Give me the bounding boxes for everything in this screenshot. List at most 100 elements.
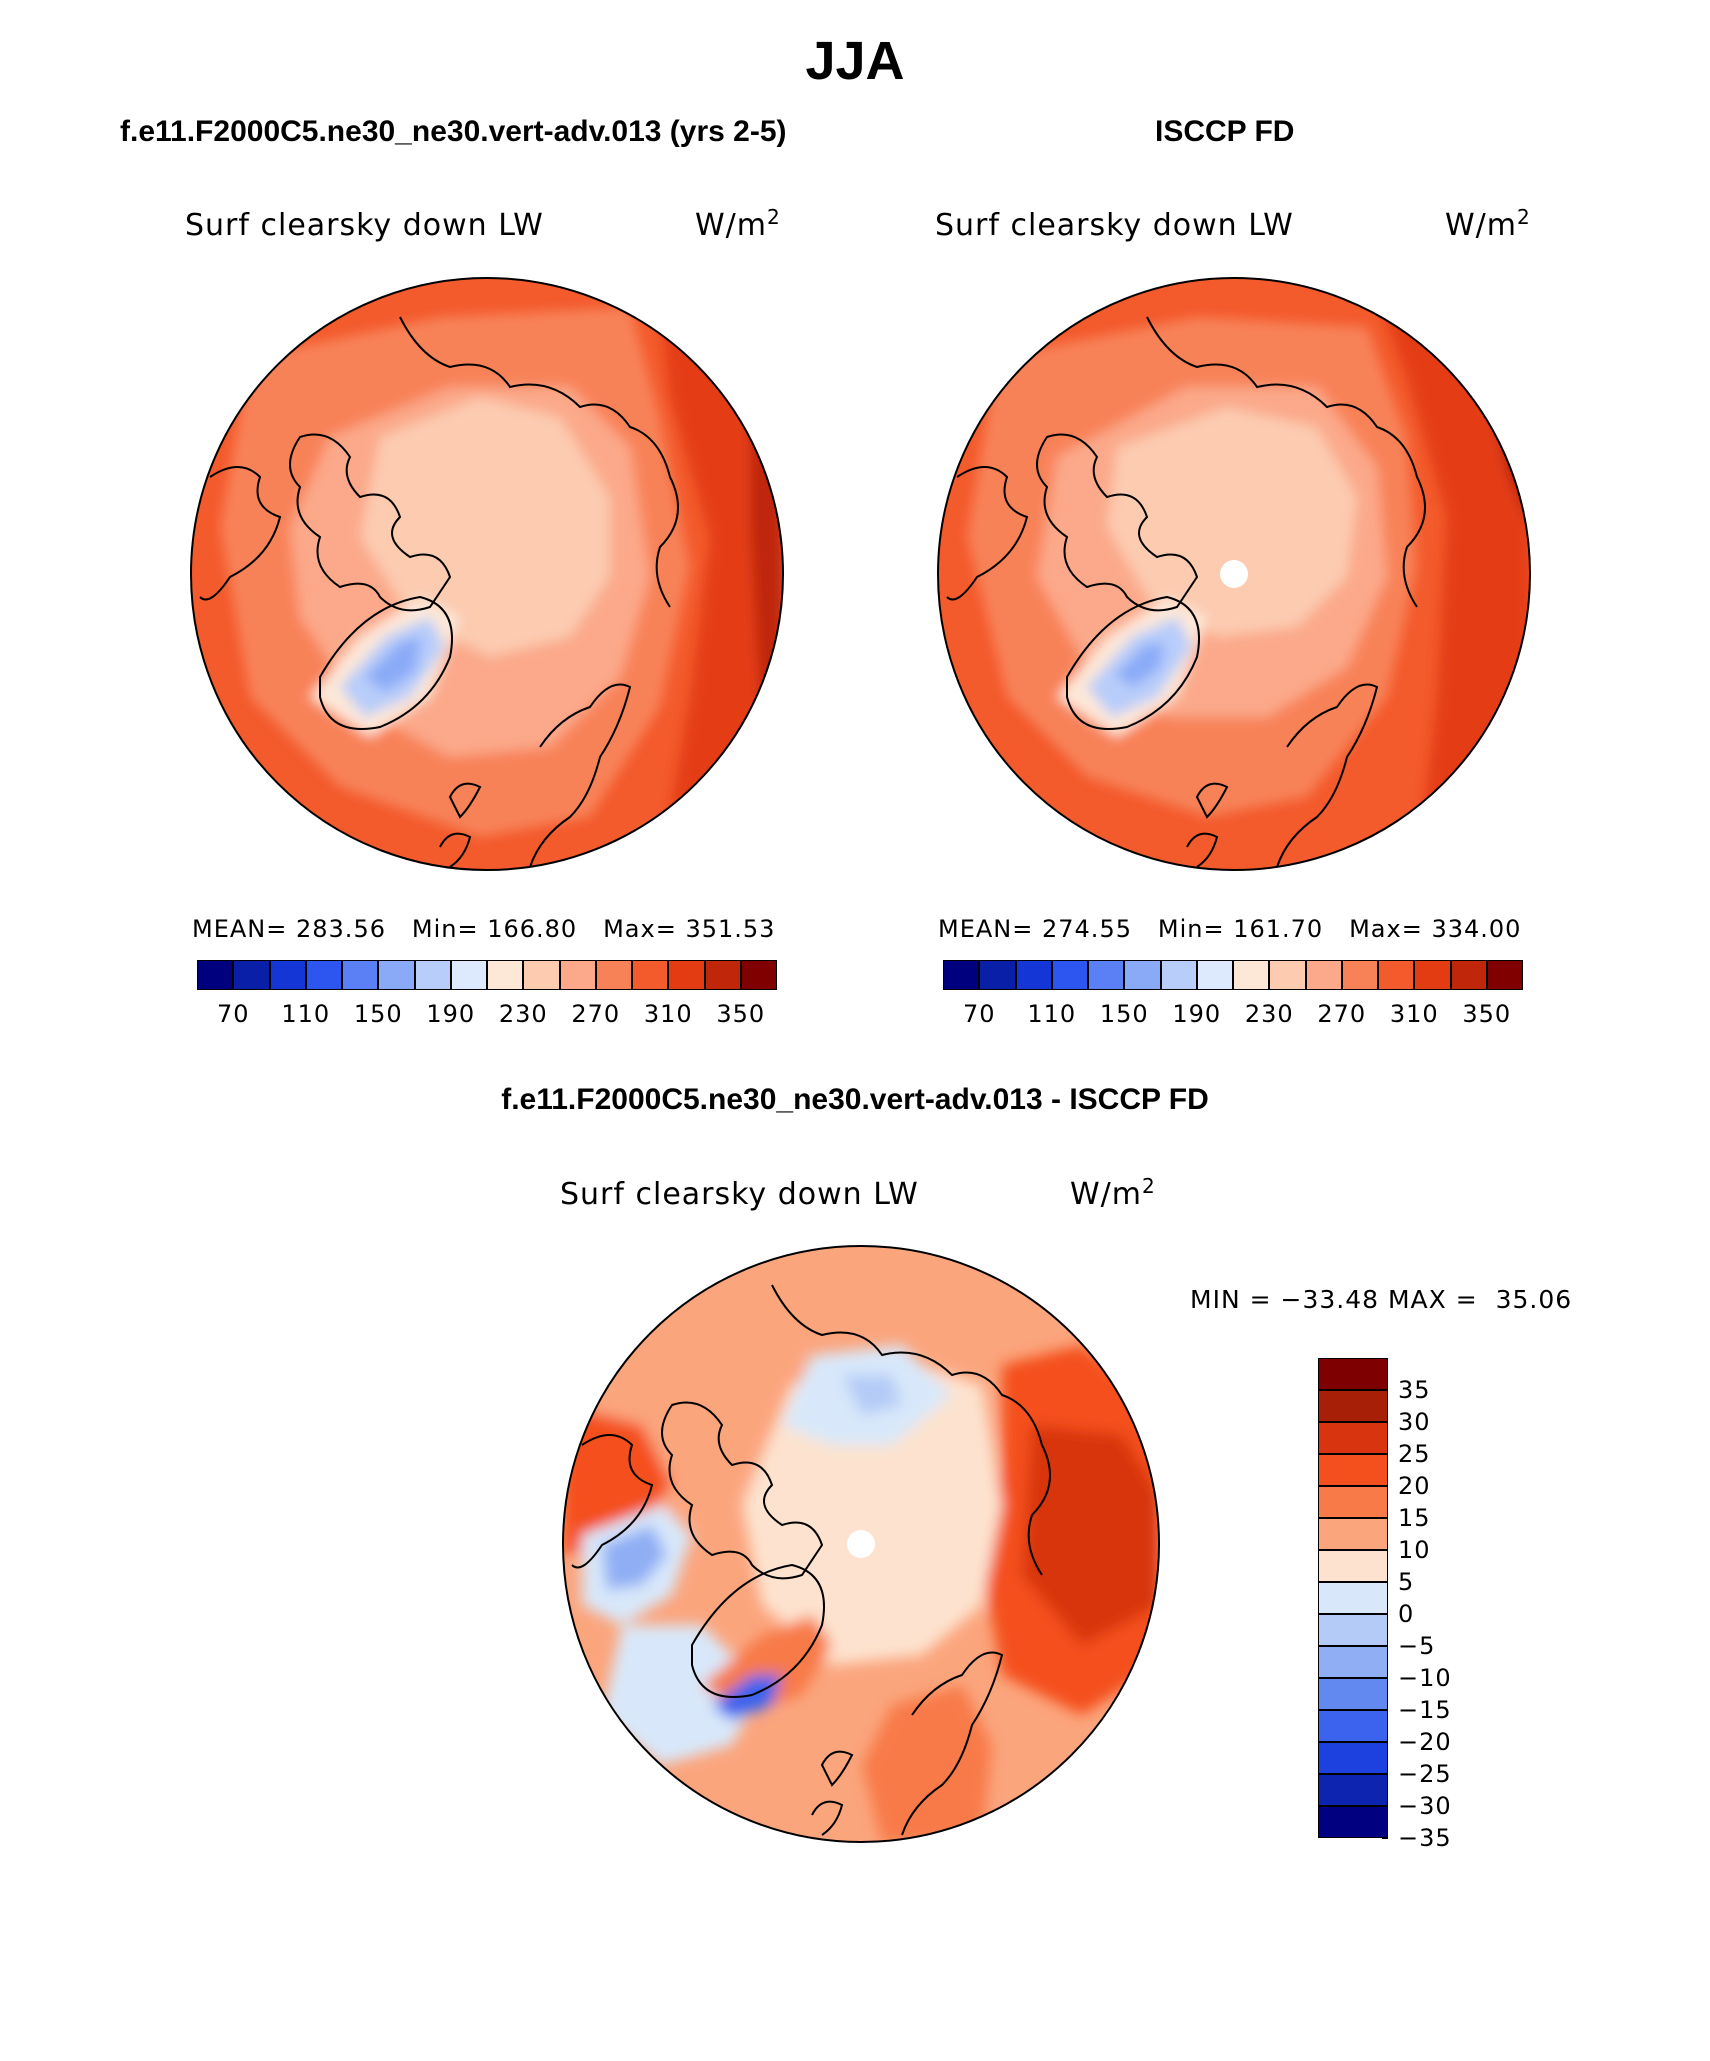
- colorbar-tick-label: 20: [1398, 1472, 1431, 1500]
- coastline-scandinavia: [1276, 683, 1379, 868]
- colorbar-tick-label: −30: [1398, 1792, 1452, 1820]
- colorbar-box: [233, 960, 270, 990]
- colorbar-box: [1318, 1614, 1388, 1646]
- colorbar-box: [1318, 1358, 1388, 1390]
- greenland-colder: [365, 637, 422, 692]
- pole-hole: [1220, 560, 1248, 588]
- colorbar-box: [595, 960, 632, 990]
- colorbar-box: [632, 960, 669, 990]
- coastline-british-isles: [811, 1800, 844, 1836]
- colorbar-box: [1318, 1678, 1388, 1710]
- coastline-greenland: [1066, 595, 1200, 730]
- colorbar-box: [1160, 960, 1197, 990]
- panel-1-variable: Surf clearsky down LW: [185, 208, 544, 243]
- colorbar-tick-label: 70: [962, 1000, 996, 1028]
- colorbar-tick-label: 270: [1317, 1000, 1367, 1028]
- colorbar-tick-mark: [1382, 1774, 1388, 1775]
- colorbar-tick-label: 150: [353, 1000, 403, 1028]
- colorbar-box: [1051, 960, 1088, 990]
- panel-1-stats: MEAN= 283.56 Min= 166.80 Max= 351.53: [192, 915, 775, 943]
- diff-panel-title: f.e11.F2000C5.ne30_ne30.vert-adv.013 - I…: [501, 1083, 1209, 1116]
- coastline-alaska: [199, 466, 282, 601]
- colorbar-tick-label: 15: [1398, 1504, 1431, 1532]
- coastline-arctic-archipelago: [661, 1401, 824, 1580]
- colorbar-box: [1088, 960, 1125, 990]
- colorbar-box: [305, 960, 342, 990]
- panel-2-variable: Surf clearsky down LW: [935, 208, 1294, 243]
- colorbar-tick-label: 310: [643, 1000, 693, 1028]
- coastline-iceland: [448, 782, 482, 819]
- colorbar-box: [1318, 1646, 1388, 1678]
- colorbar-tick-label: 150: [1099, 1000, 1149, 1028]
- colorbar-box: [979, 960, 1016, 990]
- diff-panel-units: W/m2: [1070, 1174, 1156, 1212]
- panel-1-title: f.e11.F2000C5.ne30_ne30.vert-adv.013 (yr…: [120, 115, 787, 148]
- coastline-siberia: [771, 1284, 1051, 1576]
- mean-label: MEAN=: [938, 915, 1034, 943]
- diff-units-base: W/m: [1070, 1177, 1142, 1212]
- colorbar-tick-label: 30: [1398, 1408, 1431, 1436]
- colorbar-tick-mark: [1382, 1710, 1388, 1711]
- colorbar-box: [704, 960, 741, 990]
- panel-1-units-exp: 2: [767, 205, 781, 229]
- panel-1-colorbar: [197, 960, 777, 990]
- panel-1-colorbar-ticks: 70 110 150 190 230 270 310 350: [197, 1000, 777, 1030]
- colorbar-box: [1450, 960, 1487, 990]
- colorbar-box: [487, 960, 524, 990]
- colorbar-box: [197, 960, 234, 990]
- coastline-scandinavia: [901, 1651, 1004, 1836]
- colorbar-box: [1196, 960, 1233, 990]
- colorbar-tick-mark: [1382, 1614, 1388, 1615]
- colorbar-tick-label: 110: [281, 1000, 331, 1028]
- colorbar-tick-label: 35: [1398, 1376, 1431, 1404]
- panel-2-colorbar-ticks: 70 110 150 190 230 270 310 350: [943, 1000, 1523, 1030]
- colorbar-tick-label: −10: [1398, 1664, 1452, 1692]
- colorbar-box: [1233, 960, 1270, 990]
- colorbar-tick-label: 350: [716, 1000, 766, 1028]
- colorbar-tick-mark: [1382, 1518, 1388, 1519]
- colorbar-box: [523, 960, 560, 990]
- diff-panel-minmax: MIN = −33.48 MAX = 35.06: [1190, 1285, 1572, 1314]
- colorbar-box: [1318, 1806, 1388, 1838]
- coastline-arctic-archipelago: [1036, 433, 1199, 612]
- mean-value: 283.56: [296, 915, 386, 943]
- panel-2-units-base: W/m: [1445, 208, 1517, 243]
- diff-max-label: MAX =: [1387, 1285, 1478, 1314]
- colorbar-box: [1318, 1454, 1388, 1486]
- colorbar-tick-label: 230: [498, 1000, 548, 1028]
- colorbar-tick-label: 5: [1398, 1568, 1415, 1596]
- colorbar-box: [1318, 1774, 1388, 1806]
- min-value: 161.70: [1233, 915, 1324, 943]
- diff-units-exp: 2: [1142, 1174, 1156, 1198]
- colorbar-box: [1318, 1742, 1388, 1774]
- map-boundary: [190, 277, 784, 871]
- max-label: Max=: [1349, 915, 1423, 943]
- map-boundary: [562, 1245, 1160, 1843]
- min-label: Min=: [411, 915, 479, 943]
- colorbar-tick-label: 70: [216, 1000, 250, 1028]
- coastline-british-isles: [1186, 832, 1219, 868]
- colorbar-tick-label: 310: [1389, 1000, 1439, 1028]
- diff-panel-map: [562, 1245, 1160, 1843]
- panel-2-polar-map: [937, 277, 1531, 871]
- diff-colorbar: [1318, 1358, 1388, 1839]
- field-band-cooler: [1107, 407, 1357, 637]
- panel-1-units: W/m2: [695, 205, 781, 243]
- colorbar-box: [1486, 960, 1523, 990]
- colorbar-tick-label: 25: [1398, 1440, 1431, 1468]
- panel-2-units-exp: 2: [1517, 205, 1531, 229]
- coastline-iceland: [820, 1750, 854, 1787]
- panel-2-units: W/m2: [1445, 205, 1531, 243]
- field-band-cooler: [360, 397, 610, 657]
- diff-min-label: MIN =: [1190, 1285, 1272, 1314]
- colorbar-tick-label: 0: [1398, 1600, 1415, 1628]
- panel-1-map: [190, 277, 784, 871]
- colorbar-tick-mark: [1382, 1678, 1388, 1679]
- diff-band-ocean-cooler: [842, 1375, 902, 1415]
- coastline-british-isles: [439, 832, 472, 868]
- colorbar-tick-mark: [1382, 1486, 1388, 1487]
- colorbar-box: [1318, 1486, 1388, 1518]
- coastline-arctic-archipelago: [289, 433, 452, 612]
- figure-title: JJA: [805, 31, 905, 91]
- colorbar-tick-mark: [1382, 1422, 1388, 1423]
